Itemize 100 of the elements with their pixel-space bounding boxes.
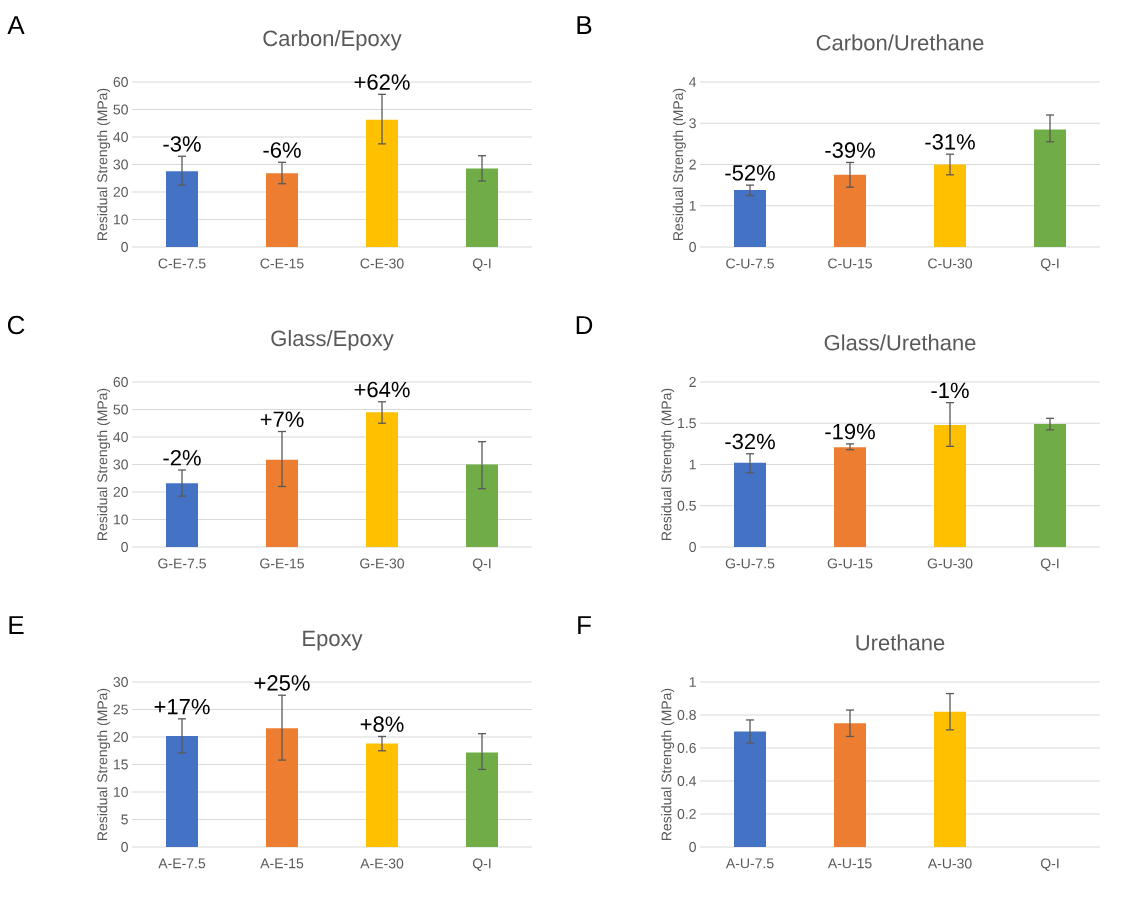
- annotation: +7%: [260, 411, 304, 427]
- y-tick-label: 15: [113, 759, 128, 770]
- annotation: -3%: [163, 136, 201, 152]
- x-tick-label: C-U-30: [928, 258, 973, 269]
- annotation: -1%: [931, 382, 969, 399]
- text: D: [576, 316, 593, 335]
- x-tick-label: C-U-15: [828, 258, 872, 269]
- y-tick-label: 10: [113, 214, 128, 225]
- bar: [166, 483, 198, 547]
- y-tick-label: 50: [113, 104, 128, 115]
- annotation: -31%: [925, 134, 975, 150]
- y-tick-label: 0: [121, 842, 128, 852]
- y-tick-label: 40: [113, 432, 128, 442]
- bar: [1034, 129, 1067, 247]
- y-axis-title: Residual Strength (MPa): [672, 88, 686, 240]
- x-tick-label: A-E-30: [360, 858, 404, 869]
- x-tick-label: Q-I: [1040, 258, 1059, 271]
- y-tick-label: 0: [121, 242, 128, 252]
- y-tick-label: 0: [689, 842, 696, 852]
- y-tick-label: 3: [689, 118, 696, 129]
- y-tick-label: 2: [689, 159, 696, 170]
- y-tick-label: 40: [113, 132, 128, 142]
- x-tick-label: A-E-15: [260, 858, 304, 869]
- bar: [166, 171, 198, 247]
- bar: [1034, 424, 1067, 547]
- y-tick-label: 0.5: [677, 500, 696, 511]
- y-tick-label: 30: [113, 459, 128, 470]
- bar: [734, 190, 767, 247]
- bar: [466, 168, 498, 247]
- bar: [466, 752, 498, 847]
- y-tick-label: 50: [113, 404, 128, 415]
- text: A: [7, 16, 25, 35]
- y-tick-label: 5: [121, 814, 128, 825]
- annotation: +17%: [154, 698, 210, 715]
- annotation: -32%: [725, 433, 775, 450]
- x-tick-label: C-E-7.5: [158, 258, 206, 269]
- x-tick-label: A-U-7.5: [725, 858, 774, 869]
- bar: [466, 464, 498, 547]
- chart-title: Glass/Epoxy: [271, 330, 394, 351]
- y-tick-label: 0.6: [677, 743, 696, 753]
- y-tick-label: 20: [113, 732, 128, 742]
- x-tick-label: Q-I: [1040, 858, 1059, 871]
- y-axis-title: Residual Strength (MPa): [97, 388, 111, 540]
- x-tick-label: Q-I: [472, 258, 491, 271]
- y-tick-label: 2: [689, 377, 696, 387]
- y-tick-label: 4: [689, 77, 697, 87]
- y-tick-label: 60: [113, 77, 128, 87]
- y-tick-label: 1: [689, 200, 696, 211]
- x-tick-label: Q-I: [1040, 558, 1059, 571]
- bar: [166, 735, 198, 847]
- chart-title: Urethane: [856, 634, 945, 651]
- x-tick-label: C-U-7.5: [726, 258, 774, 269]
- text: C: [7, 315, 25, 335]
- x-tick-label: G-E-15: [260, 558, 304, 569]
- bar: [366, 119, 398, 247]
- bar: [934, 164, 967, 247]
- annotation: -39%: [825, 142, 875, 158]
- y-tick-label: 1: [689, 459, 696, 470]
- y-tick-label: 60: [113, 377, 128, 387]
- x-tick-label: G-E-7.5: [158, 558, 206, 569]
- annotation: -2%: [163, 449, 201, 466]
- y-tick-label: 20: [113, 487, 128, 497]
- x-tick-label: G-U-30: [927, 558, 973, 569]
- x-tick-label: C-E-30: [360, 258, 404, 269]
- y-tick-label: 0.4: [677, 776, 697, 786]
- bar: [734, 731, 767, 847]
- annotation: +64%: [354, 381, 410, 398]
- bar: [834, 723, 867, 847]
- bar: [266, 459, 298, 547]
- bar: [934, 424, 967, 547]
- y-tick-label: 10: [113, 787, 128, 797]
- x-tick-label: Q-I: [472, 558, 491, 571]
- bar: [366, 412, 398, 547]
- bar: [834, 174, 867, 247]
- y-tick-label: 30: [113, 159, 128, 170]
- y-tick-label: 10: [113, 514, 128, 525]
- annotation: -52%: [725, 165, 775, 181]
- bar: [266, 728, 298, 847]
- text: B: [577, 16, 592, 35]
- chart-title: Epoxy: [303, 630, 363, 651]
- chart-title: Carbon/Epoxy: [263, 30, 402, 51]
- y-axis-title: Residual Strength (MPa): [97, 688, 111, 840]
- x-tick-label: G-U-7.5: [725, 558, 775, 569]
- y-tick-label: 20: [113, 187, 128, 197]
- y-tick-label: 0.8: [677, 710, 696, 720]
- text: F: [578, 616, 591, 635]
- y-tick-label: 0: [689, 542, 696, 552]
- chart-title: Glass/Urethane: [824, 334, 976, 351]
- bar: [266, 173, 298, 247]
- annotation: -6%: [263, 142, 301, 158]
- y-tick-label: 0.2: [677, 809, 696, 819]
- x-tick-label: C-E-15: [260, 258, 304, 269]
- bar: [734, 462, 767, 547]
- y-tick-label: 1.5: [678, 418, 696, 429]
- x-tick-label: G-E-30: [360, 558, 405, 569]
- bar: [366, 743, 398, 847]
- annotation: -19%: [825, 423, 875, 440]
- bar: [934, 711, 967, 847]
- text: E: [9, 616, 24, 635]
- y-tick-label: 0: [689, 242, 696, 252]
